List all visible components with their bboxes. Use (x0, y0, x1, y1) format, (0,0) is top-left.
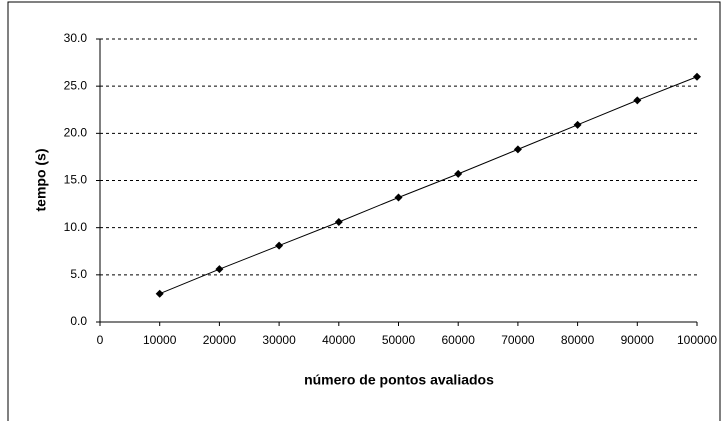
data-point (275, 241, 284, 250)
x-tick-label: 80000 (561, 333, 595, 347)
x-tick-label: 100000 (677, 333, 717, 347)
data-point (633, 96, 642, 105)
x-tick-label: 70000 (501, 333, 535, 347)
data-point (394, 193, 403, 202)
data-point (155, 289, 164, 298)
x-axis-label: número de pontos avaliados (304, 372, 494, 388)
y-tick-label: 15.0 (64, 173, 88, 187)
y-axis-label: tempo (s) (33, 149, 49, 212)
y-tick-label: 5.0 (70, 267, 87, 281)
data-point (334, 218, 343, 227)
y-tick-label: 30.0 (64, 31, 88, 45)
y-tick-label: 20.0 (64, 126, 88, 140)
x-tick-label: 20000 (203, 333, 237, 347)
data-point (693, 72, 701, 81)
y-tick-label: 0.0 (70, 314, 87, 328)
x-tick-label: 40000 (322, 333, 356, 347)
y-tick-label: 10.0 (64, 220, 88, 234)
x-tick-label: 30000 (262, 333, 296, 347)
x-tick-label: 0 (97, 333, 104, 347)
x-tick-label: 90000 (621, 333, 655, 347)
series-line (159, 76, 698, 295)
y-tick-label: 25.0 (64, 78, 88, 92)
chart-frame (7, 1, 721, 421)
data-point (573, 120, 582, 129)
data-point (215, 265, 224, 274)
x-tick-label: 50000 (382, 333, 416, 347)
data-point (513, 145, 522, 154)
x-tick-label: 60000 (442, 333, 476, 347)
data-point (454, 169, 463, 178)
x-tick-label: 10000 (143, 333, 177, 347)
